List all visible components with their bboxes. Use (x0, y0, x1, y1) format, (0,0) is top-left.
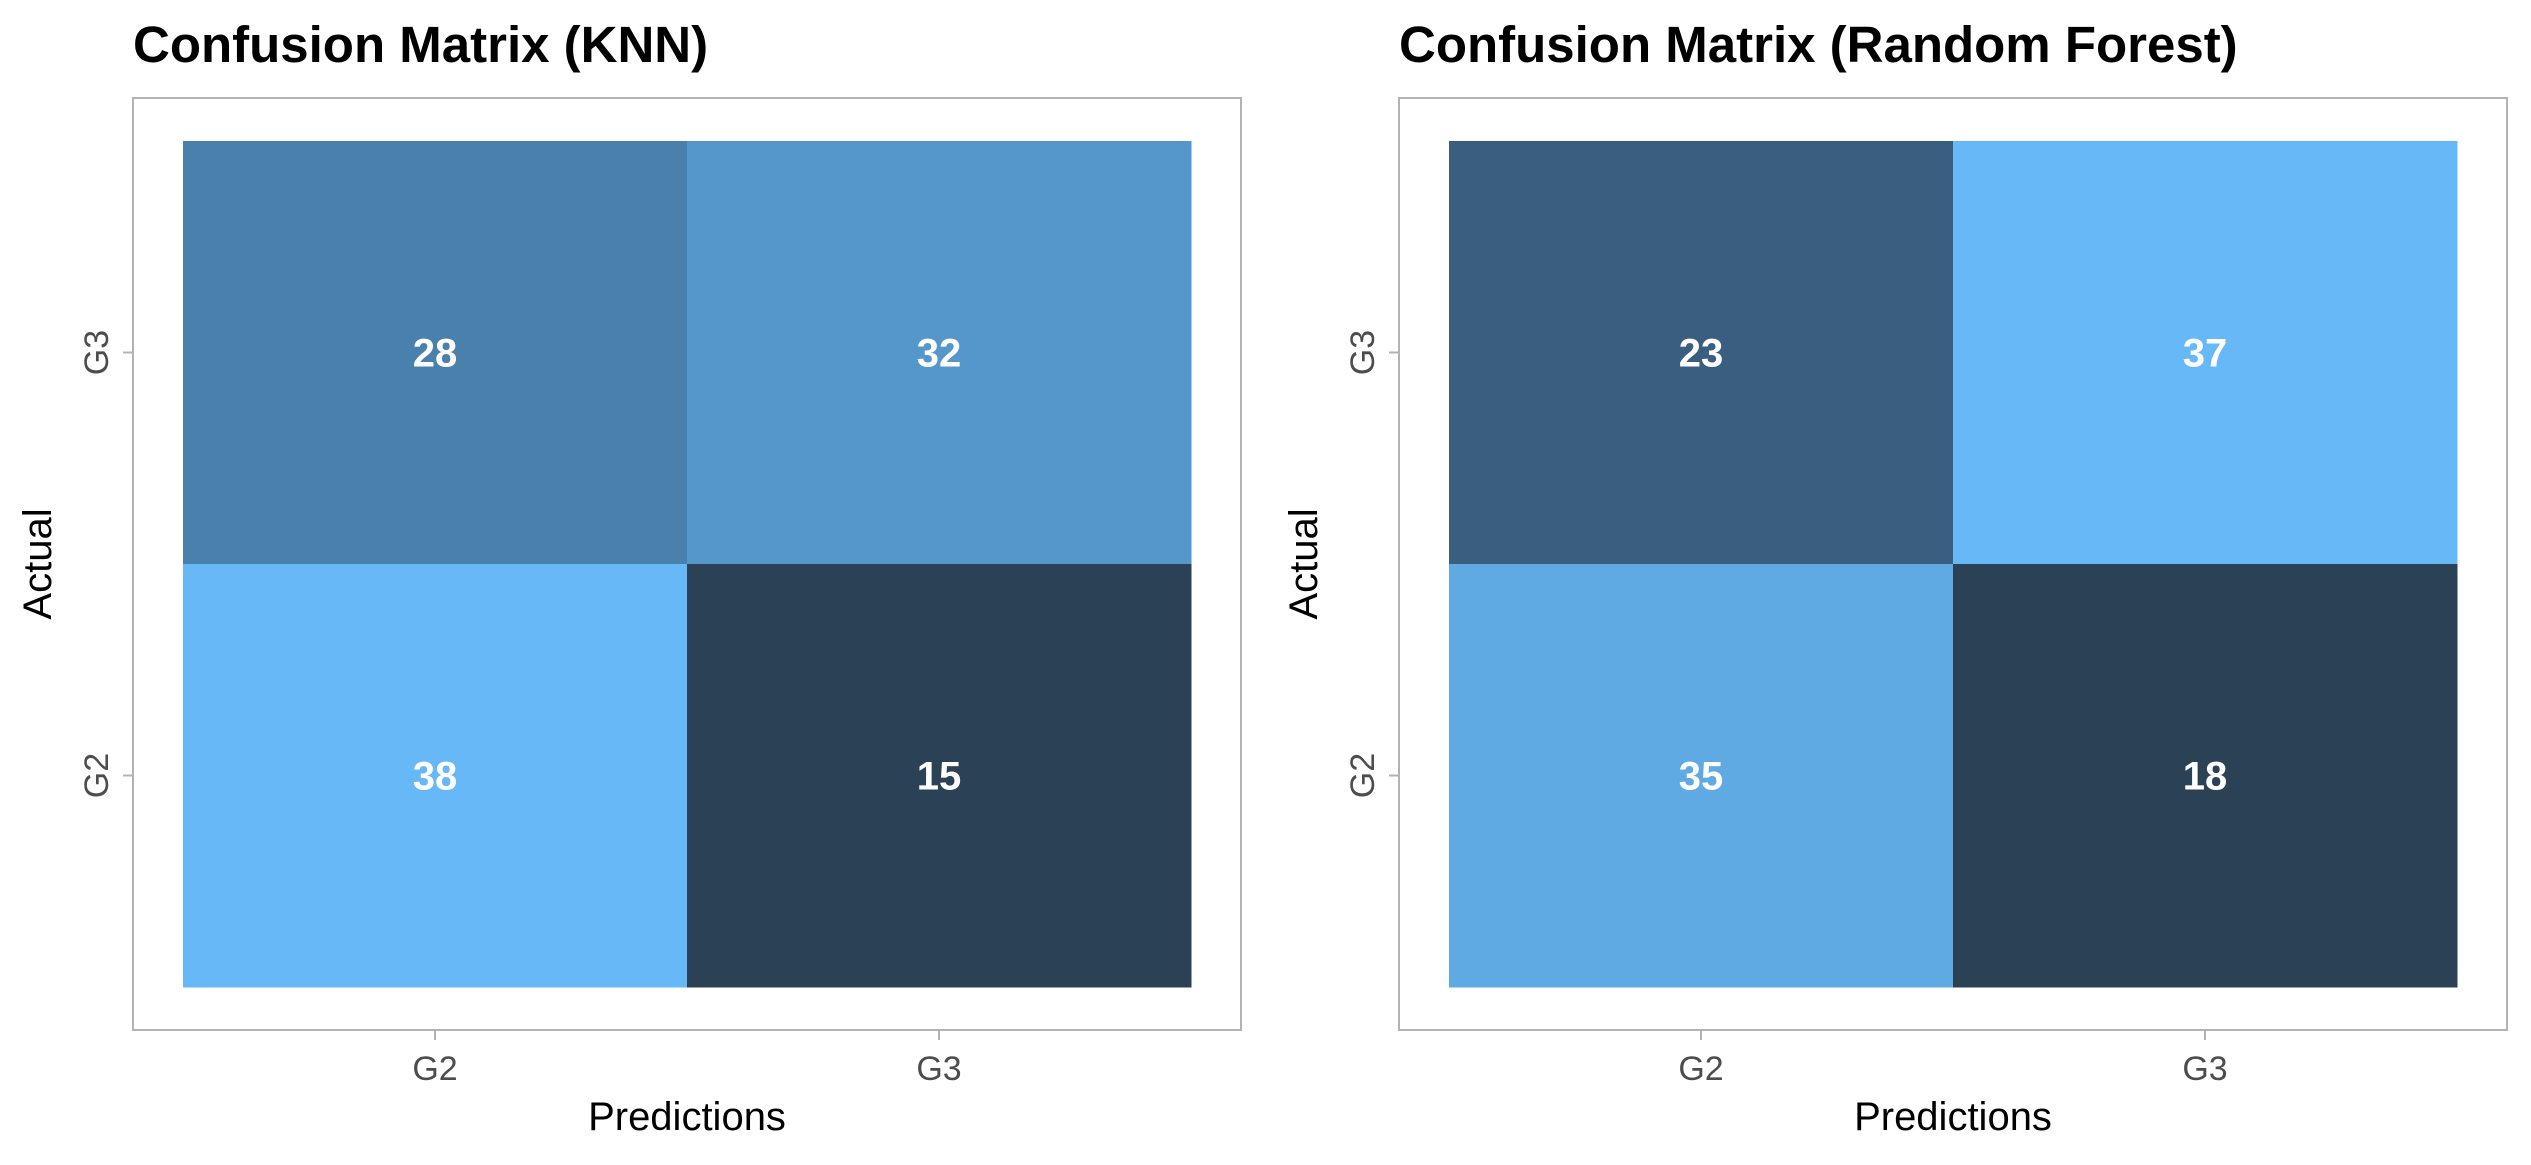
panel-1-cell-g2-g2 (183, 564, 688, 988)
panel-2-y-axis-title: Actual (1282, 508, 1326, 619)
panel-2-border (1398, 97, 2508, 1031)
panel-2-cell-label: 18 (2183, 755, 2228, 799)
panel-2-cell-label: 37 (2183, 332, 2228, 376)
panel-2-x-tick-label: G2 (1678, 1050, 1723, 1088)
panel-1-cell-label: 15 (917, 755, 962, 799)
panel-2-title: Confusion Matrix (Random Forest) (1399, 16, 2238, 73)
panel-1-title: Confusion Matrix (KNN) (133, 16, 708, 73)
panel-1-x-tick-label: G2 (412, 1050, 457, 1088)
panel-1-x-axis-title: Predictions (588, 1095, 786, 1139)
panel-2-y-tick-label: G3 (1344, 330, 1382, 375)
panel-1-cell-label: 32 (917, 332, 962, 376)
panel-1-cell-g3-g2 (687, 564, 1192, 988)
panel-1-cell-label: 38 (413, 755, 458, 799)
panel-1-border (132, 97, 1242, 1031)
panel-1-x-tick-label: G3 (916, 1050, 961, 1088)
panel-2-x-tick-label: G3 (2182, 1050, 2227, 1088)
panel-2-cell-g2-g2 (1449, 564, 1954, 988)
panel-2-cell-label: 35 (1679, 755, 1724, 799)
panel-2-x-axis-title: Predictions (1854, 1095, 2052, 1139)
panel-1-cell-label: 28 (413, 332, 458, 376)
panel-2-y-tick-label: G2 (1344, 753, 1382, 798)
panel-2-cell-g2-g3 (1449, 141, 1954, 565)
panel-2-cell-label: 23 (1679, 332, 1724, 376)
panel-1-cell-g3-g3 (687, 141, 1192, 565)
panel-1-y-tick-label: G3 (78, 330, 116, 375)
panel-1-y-axis-title: Actual (16, 508, 60, 619)
panel-2-cell-g3-g2 (1953, 564, 2458, 988)
panel-1-cell-g2-g3 (183, 141, 688, 565)
panel-2-cell-g3-g3 (1953, 141, 2458, 565)
panel-1-y-tick-label: G2 (78, 753, 116, 798)
